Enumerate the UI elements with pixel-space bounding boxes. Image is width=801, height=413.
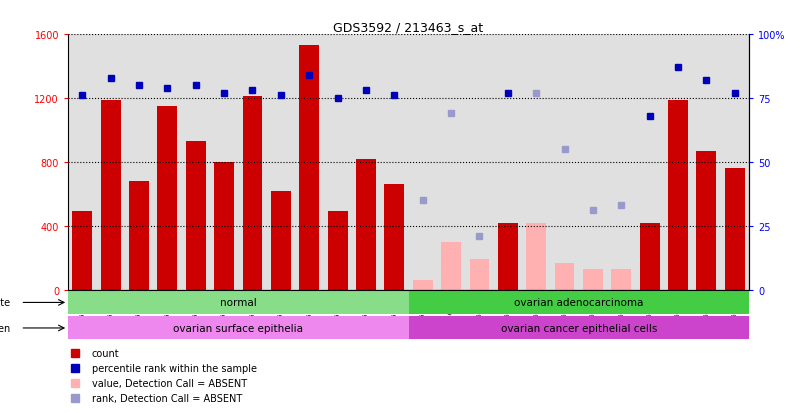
Bar	[554, 263, 574, 290]
Bar	[384, 185, 405, 290]
Bar	[101, 100, 121, 290]
Bar	[526, 223, 546, 290]
Bar	[68, 317, 409, 339]
Bar	[214, 163, 234, 290]
Text: ovarian surface epithelia: ovarian surface epithelia	[173, 323, 304, 333]
Bar	[129, 182, 149, 290]
Bar	[664, 35, 692, 290]
Text: normal: normal	[220, 298, 256, 308]
Bar	[409, 291, 749, 314]
Bar	[409, 317, 749, 339]
Bar	[721, 35, 749, 290]
Bar	[68, 291, 409, 314]
Bar	[186, 142, 206, 290]
Text: disease state: disease state	[0, 298, 10, 308]
Bar	[295, 35, 324, 290]
Bar	[441, 242, 461, 290]
Bar	[210, 35, 239, 290]
Bar	[356, 159, 376, 290]
Text: value, Detection Call = ABSENT: value, Detection Call = ABSENT	[92, 378, 247, 388]
Text: specimen: specimen	[0, 323, 10, 333]
Bar	[96, 35, 125, 290]
Bar	[550, 35, 578, 290]
Bar	[725, 169, 745, 290]
Bar	[380, 35, 409, 290]
Bar	[522, 35, 550, 290]
Bar	[640, 224, 659, 290]
Bar	[668, 100, 688, 290]
Bar	[696, 152, 716, 290]
Bar	[324, 35, 352, 290]
Bar	[267, 35, 295, 290]
Bar	[469, 259, 489, 290]
Bar	[493, 35, 522, 290]
Bar	[182, 35, 210, 290]
Bar	[68, 35, 96, 290]
Bar	[328, 212, 348, 290]
Text: count: count	[92, 348, 119, 358]
Bar	[125, 35, 153, 290]
Bar	[498, 223, 517, 290]
Bar	[72, 212, 92, 290]
Bar	[153, 35, 182, 290]
Text: ovarian adenocarcinoma: ovarian adenocarcinoma	[514, 298, 643, 308]
Bar	[635, 35, 664, 290]
Bar	[352, 35, 380, 290]
Bar	[607, 35, 635, 290]
Bar	[271, 191, 291, 290]
Bar	[239, 35, 267, 290]
Bar	[611, 269, 631, 290]
Bar	[578, 35, 607, 290]
Bar	[409, 35, 437, 290]
Title: GDS3592 / 213463_s_at: GDS3592 / 213463_s_at	[333, 21, 484, 34]
Bar	[158, 107, 177, 290]
Bar	[413, 280, 433, 290]
Bar	[300, 45, 319, 290]
Bar	[465, 35, 493, 290]
Bar	[583, 269, 603, 290]
Text: rank, Detection Call = ABSENT: rank, Detection Call = ABSENT	[92, 393, 242, 403]
Bar	[243, 97, 263, 290]
Bar	[437, 35, 465, 290]
Bar	[692, 35, 721, 290]
Text: percentile rank within the sample: percentile rank within the sample	[92, 363, 257, 373]
Text: ovarian cancer epithelial cells: ovarian cancer epithelial cells	[501, 323, 657, 333]
